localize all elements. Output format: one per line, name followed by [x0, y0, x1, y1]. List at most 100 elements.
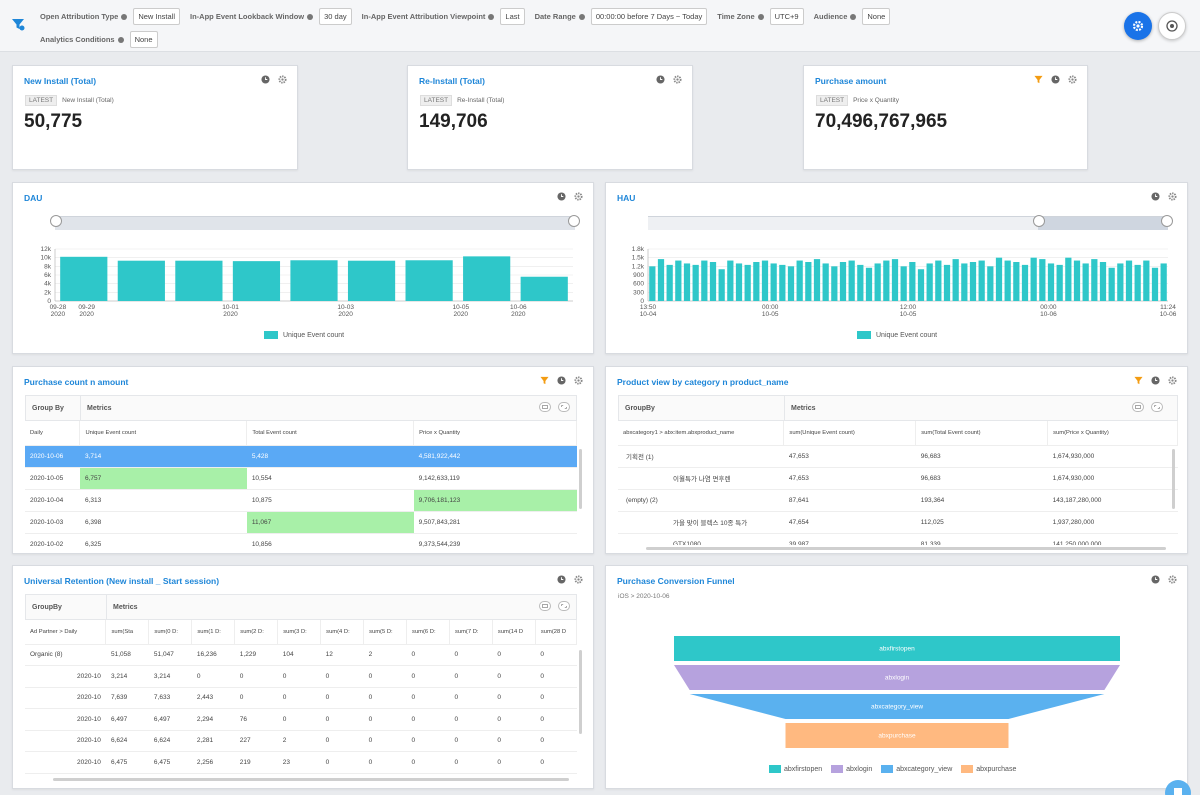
- column-header[interactable]: sum(Price x Quantity): [1047, 421, 1178, 446]
- clock-icon[interactable]: [557, 575, 566, 584]
- filter-value[interactable]: None: [129, 31, 158, 48]
- table-row[interactable]: 2020-10-04 6,313 10,875 9,706,181,123: [25, 489, 577, 512]
- column-header[interactable]: sum(14 D: [492, 620, 536, 645]
- column-header[interactable]: Daily: [25, 421, 81, 446]
- column-header[interactable]: sum(4 D:: [320, 620, 365, 645]
- vertical-scrollbar[interactable]: [1172, 449, 1175, 509]
- settings-button[interactable]: [1124, 12, 1152, 40]
- horizontal-scrollbar[interactable]: [646, 547, 1166, 550]
- product-table-card: Product view by category n product_name …: [605, 366, 1188, 554]
- column-header[interactable]: sum(2 D:: [234, 620, 279, 645]
- gear-icon[interactable]: [574, 575, 583, 584]
- comment-icon[interactable]: [1132, 402, 1144, 412]
- info-icon[interactable]: [488, 13, 495, 20]
- column-header[interactable]: sum(Total Event count): [915, 421, 1049, 446]
- table-row[interactable]: Organic (8) 51,058 51,047 16,236 1,229 104 12 2…: [25, 644, 577, 666]
- zoom-handle-start[interactable]: [1033, 215, 1045, 227]
- column-header[interactable]: Unique Event count: [79, 421, 248, 446]
- clock-icon[interactable]: [1051, 75, 1060, 84]
- zoom-handle-end[interactable]: [1161, 215, 1173, 227]
- filter-icon[interactable]: [1134, 376, 1143, 385]
- legend-item[interactable]: abxfirstopen: [769, 765, 822, 773]
- column-header[interactable]: sum(3 D:: [277, 620, 322, 645]
- table-row[interactable]: (empty) (2) 87,641 193,364 143,187,280,000: [618, 489, 1178, 512]
- column-header[interactable]: Ad Partner > Daily: [25, 620, 107, 645]
- table-row[interactable]: 2020-10 6,475 6,475 2,256 219 23 0 0 0 0 0 0: [25, 751, 577, 774]
- comment-icon[interactable]: [539, 402, 551, 412]
- table-row[interactable]: 이월특가 나염 면후렌 47,653 96,683 1,674,930,000: [618, 467, 1178, 490]
- table-row[interactable]: 2020-10 7,639 7,633 2,443 0 0 0 0 0 0 0 0: [25, 687, 577, 709]
- filter-value[interactable]: 30 day: [319, 8, 352, 25]
- gear-icon[interactable]: [278, 75, 287, 84]
- gear-icon[interactable]: [1068, 75, 1077, 84]
- funnel-filter-icon[interactable]: [11, 17, 25, 31]
- column-header[interactable]: sum(Sta: [105, 620, 150, 645]
- info-icon[interactable]: [121, 13, 128, 20]
- legend-item[interactable]: abxcategory_view: [881, 765, 952, 773]
- comment-icon[interactable]: [539, 601, 551, 611]
- clock-icon[interactable]: [1151, 376, 1160, 385]
- table-row[interactable]: 2020-10-03 6,398 11,067 9,507,843,281: [25, 511, 577, 534]
- gear-icon[interactable]: [574, 192, 583, 201]
- clock-icon[interactable]: [557, 376, 566, 385]
- gear-icon[interactable]: [1168, 192, 1177, 201]
- clock-icon[interactable]: [656, 75, 665, 84]
- column-header[interactable]: Total Event count: [246, 421, 415, 446]
- column-header[interactable]: Price x Quantity: [413, 421, 577, 446]
- filter-icon[interactable]: [540, 376, 549, 385]
- info-icon[interactable]: [850, 13, 857, 20]
- filter-value[interactable]: UTC+9: [769, 8, 804, 25]
- clock-icon[interactable]: [1151, 192, 1160, 201]
- date-zoom-slider[interactable]: [648, 215, 1173, 230]
- zoom-selected-range[interactable]: [1038, 217, 1168, 230]
- zoom-handle-start[interactable]: [50, 215, 62, 227]
- info-icon[interactable]: [307, 13, 314, 20]
- clock-icon[interactable]: [261, 75, 270, 84]
- vertical-scrollbar[interactable]: [579, 650, 582, 734]
- table-row[interactable]: 2020-10 6,624 6,624 2,281 227 2 0 0 0 0 0 0: [25, 730, 577, 752]
- column-header[interactable]: sum(0 D:: [148, 620, 193, 645]
- clock-icon[interactable]: [557, 192, 566, 201]
- column-header[interactable]: sum(Unique Event count): [783, 421, 917, 446]
- table-row[interactable]: 2020-10-05 6,757 10,554 9,142,633,119: [25, 467, 577, 490]
- clock-icon[interactable]: [1151, 575, 1160, 584]
- info-icon[interactable]: [757, 13, 764, 20]
- gear-icon[interactable]: [1168, 575, 1177, 584]
- vertical-scrollbar[interactable]: [579, 449, 582, 509]
- table-row[interactable]: 2020-10-06 3,714 5,428 4,581,922,442: [25, 445, 577, 468]
- filter-value[interactable]: New Install: [133, 8, 181, 25]
- chart-legend[interactable]: Unique Event count: [264, 331, 344, 339]
- table-row[interactable]: 기획전 (1) 47,653 96,683 1,674,930,000: [618, 445, 1178, 468]
- table-row[interactable]: 2020-10 3,214 3,214 0 0 0 0 0 0 0 0 0: [25, 665, 577, 688]
- filter-icon[interactable]: [1034, 75, 1043, 84]
- column-header[interactable]: sum(1 D:: [191, 620, 236, 645]
- table-row[interactable]: 가을 맞이 블렉스 10종 특가 47,654 112,025 1,937,280,0…: [618, 511, 1178, 534]
- zoom-handle-end[interactable]: [568, 215, 580, 227]
- column-header[interactable]: sum(6 D:: [406, 620, 450, 645]
- gear-icon[interactable]: [673, 75, 682, 84]
- filter-value[interactable]: 00:00:00 before 7 Days ~ Today: [590, 8, 708, 25]
- table-row[interactable]: GTX1080 39,987 81,339 141,250,000,000: [618, 533, 1178, 545]
- chat-icon[interactable]: [1165, 780, 1191, 795]
- column-header[interactable]: sum(7 D:: [449, 620, 493, 645]
- filter-value[interactable]: None: [862, 8, 891, 25]
- column-header[interactable]: abxcategory1 > abx:item.abxproduct_name: [618, 421, 785, 446]
- expand-icon[interactable]: [558, 601, 570, 611]
- legend-item[interactable]: abxlogin: [831, 765, 872, 773]
- table-row[interactable]: 2020-10 6,497 6,497 2,294 76 0 0 0 0 0 0 0: [25, 708, 577, 731]
- chart-legend[interactable]: Unique Event count: [857, 331, 937, 339]
- gear-icon[interactable]: [574, 376, 583, 385]
- column-header[interactable]: sum(5 D:: [363, 620, 408, 645]
- legend-item[interactable]: abxpurchase: [961, 765, 1016, 773]
- target-button[interactable]: [1158, 12, 1186, 40]
- filter-value[interactable]: Last: [500, 8, 525, 25]
- expand-icon[interactable]: [1151, 402, 1163, 412]
- table-row[interactable]: 2020-10-02 6,325 10,856 9,373,544,239: [25, 533, 577, 553]
- date-zoom-slider[interactable]: [50, 215, 580, 230]
- info-icon[interactable]: [117, 36, 124, 43]
- expand-icon[interactable]: [558, 402, 570, 412]
- gear-icon[interactable]: [1168, 376, 1177, 385]
- column-header[interactable]: sum(28 D: [535, 620, 577, 645]
- horizontal-scrollbar[interactable]: [53, 778, 569, 781]
- info-icon[interactable]: [578, 13, 585, 20]
